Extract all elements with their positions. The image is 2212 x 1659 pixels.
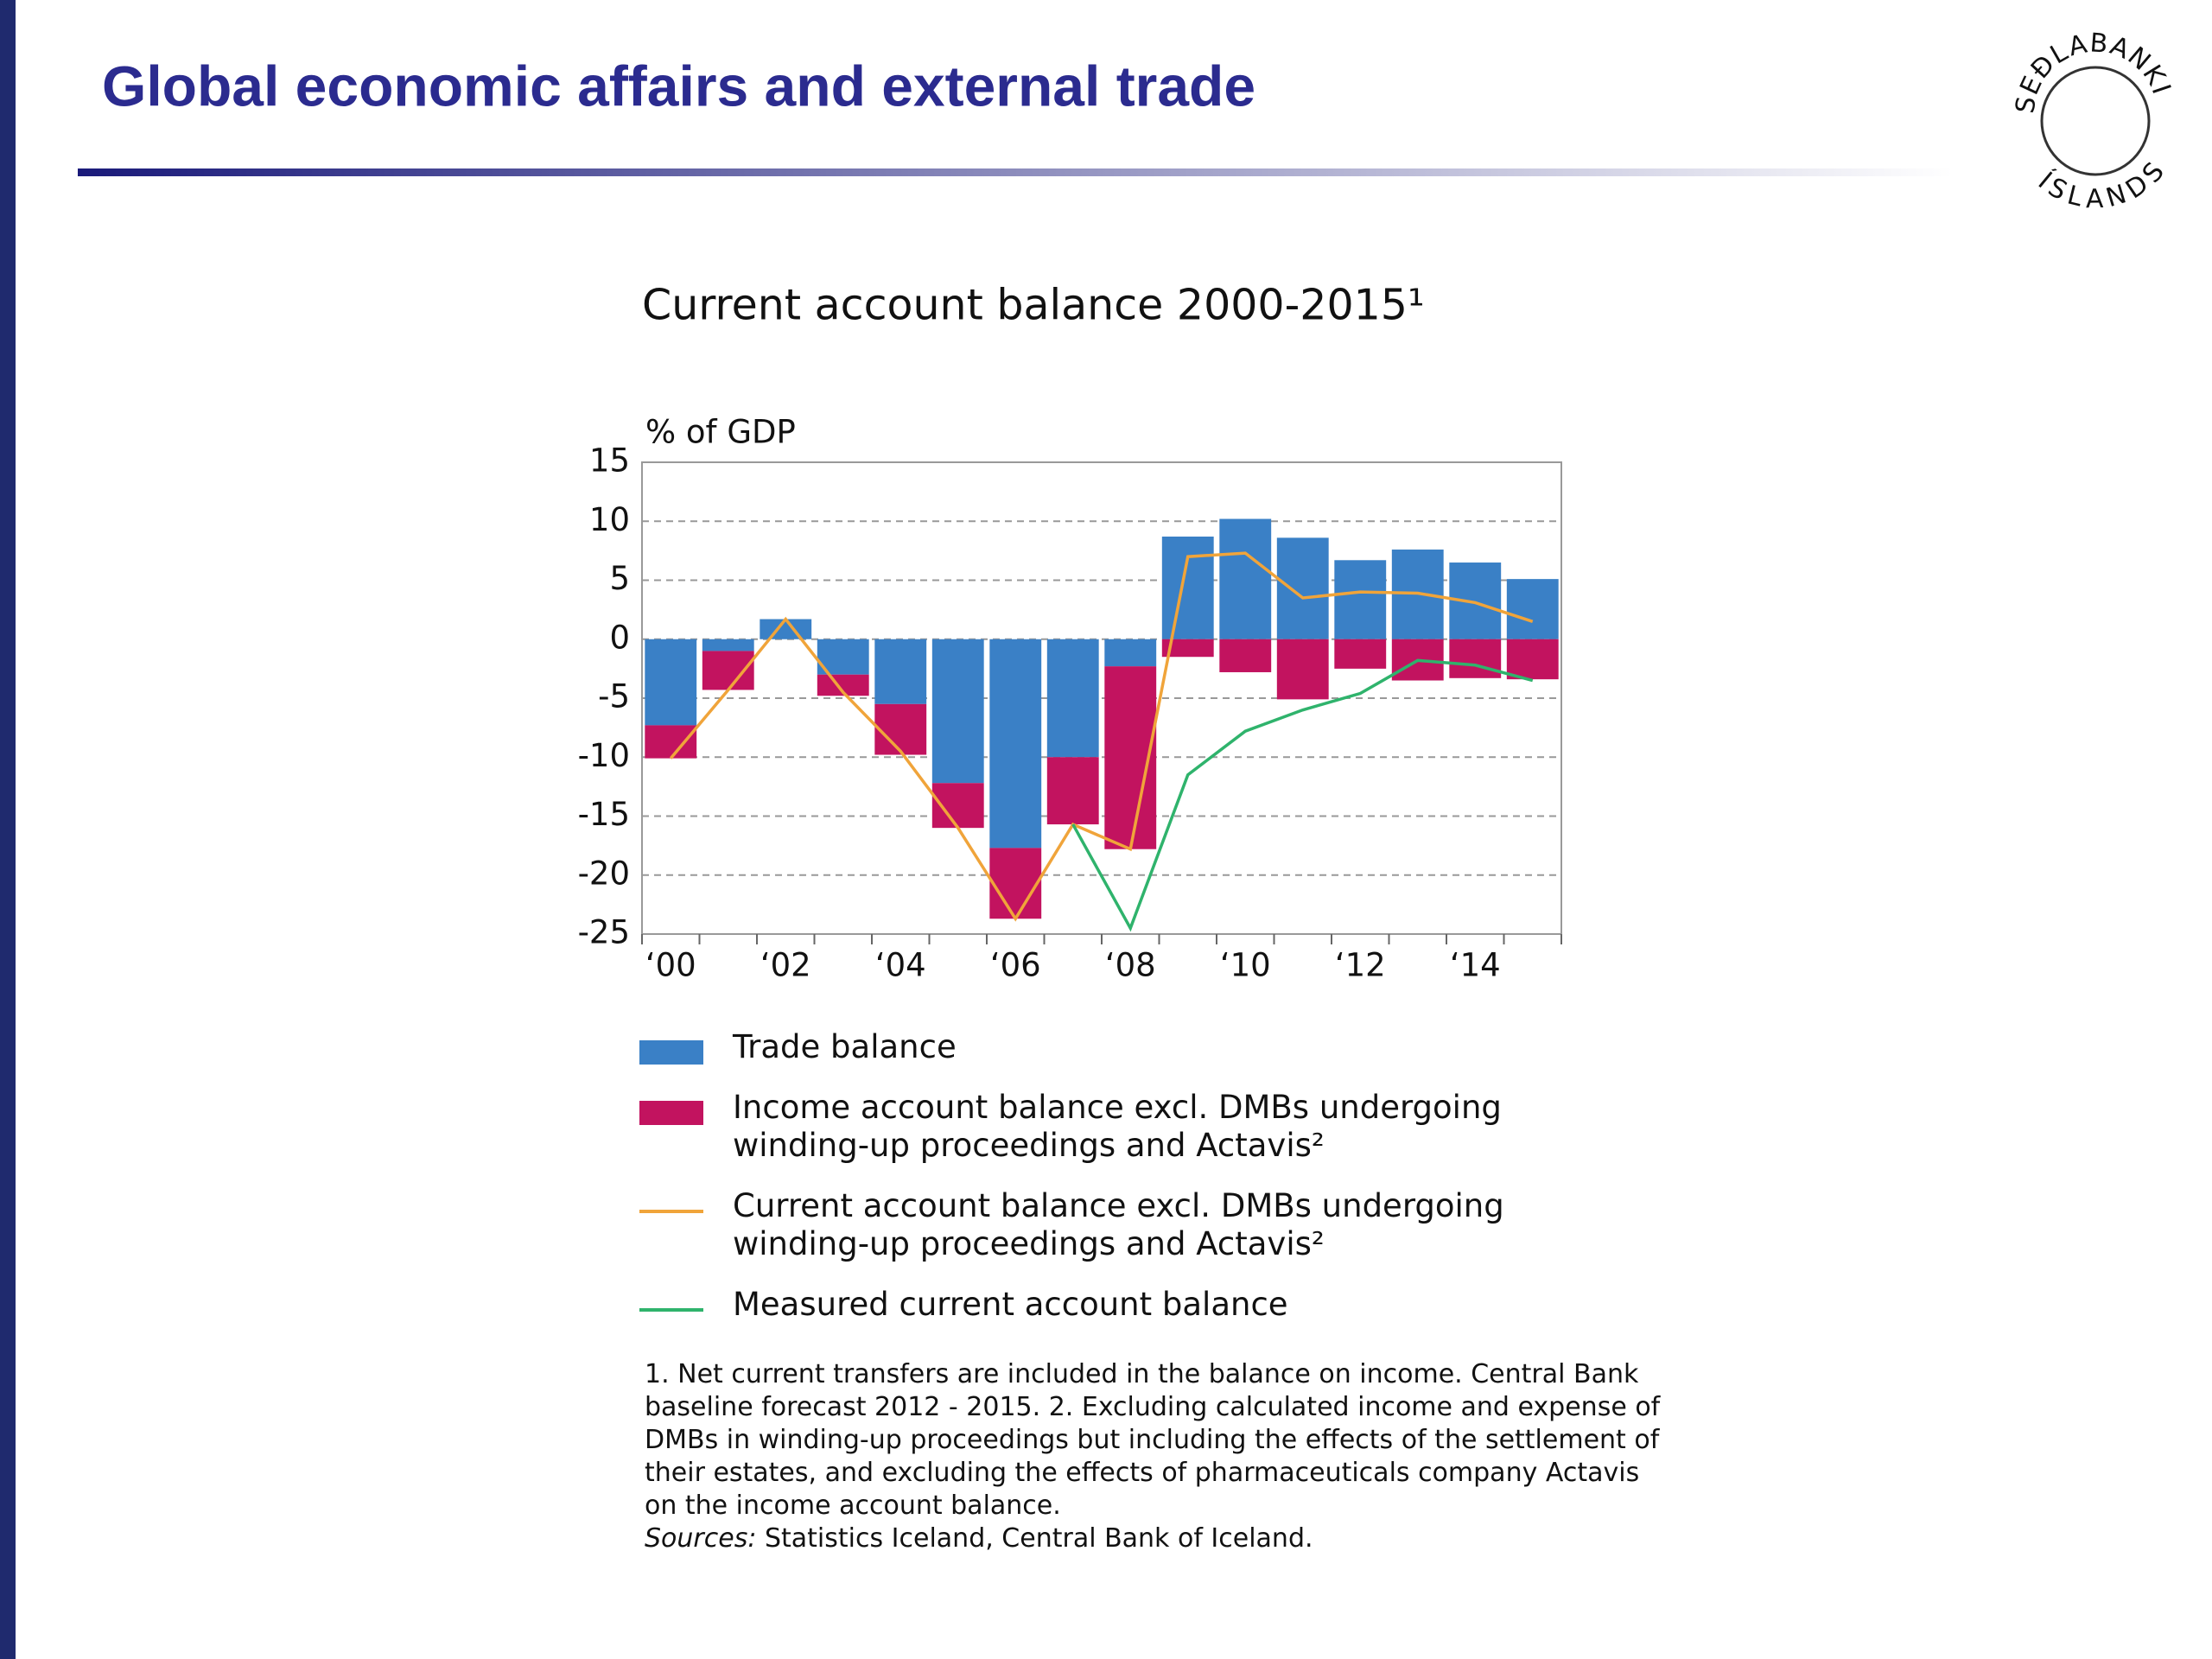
y-axis-label: % of GDP: [645, 414, 796, 451]
sources-text: Statistics Iceland, Central Bank of Icel…: [764, 1523, 1313, 1554]
bar: [874, 639, 927, 704]
legend-swatch: [639, 1210, 703, 1213]
legend-swatch: [639, 1040, 703, 1065]
footnote-text: 1. Net current transfers are included in…: [645, 1359, 1661, 1521]
bar: [1219, 518, 1272, 639]
legend-item: Income account balance excl. DMBs underg…: [639, 1089, 1528, 1165]
bar: [1506, 639, 1559, 680]
logo: SEÐLABANKI ÍSLANDS: [2010, 28, 2178, 214]
legend-label: Trade balance: [733, 1028, 957, 1065]
bar: [645, 639, 697, 726]
logo-ring: [2040, 66, 2151, 176]
bar: [645, 725, 697, 759]
logo-bottom: ÍSLANDS: [2032, 154, 2169, 214]
y-tick-label: -20: [578, 855, 630, 892]
bar: [702, 651, 754, 690]
logo-top: SEÐLABANKI: [2010, 28, 2175, 115]
x-tick-label: ‘10: [1220, 947, 1271, 984]
bar: [1449, 639, 1502, 678]
y-tick-label: 10: [589, 501, 630, 538]
x-tick-label: ‘08: [1105, 947, 1156, 984]
bar: [1161, 639, 1214, 658]
x-tick-label: ‘14: [1450, 947, 1501, 984]
title-rule: [78, 168, 1953, 176]
y-tick-label: 15: [589, 442, 630, 480]
line: [669, 551, 1534, 922]
bar: [702, 639, 754, 652]
legend-label: Income account balance excl. DMBs underg…: [733, 1089, 1502, 1164]
legend-item: Current account balance excl. DMBs under…: [639, 1187, 1528, 1263]
bar: [931, 639, 984, 784]
bar: [1046, 757, 1099, 825]
sources-label: Sources:: [645, 1523, 757, 1554]
y-tick-label: -10: [578, 737, 630, 774]
y-tick-label: -15: [578, 796, 630, 833]
chart-title: Current account balance 2000-2015¹: [642, 281, 1425, 330]
y-tick-label: 5: [609, 560, 630, 597]
x-tick-label: ‘00: [645, 947, 696, 984]
bar: [1334, 560, 1387, 639]
slide-title: Global economic affairs and external tra…: [102, 54, 1255, 118]
x-tick-label: ‘06: [990, 947, 1041, 984]
bar: [989, 848, 1042, 919]
y-tick-label: 0: [609, 619, 630, 656]
legend-item: Trade balance: [639, 1028, 1528, 1066]
bar: [1334, 639, 1387, 669]
legend-swatch: [639, 1308, 703, 1312]
footnote: 1. Net current transfers are included in…: [645, 1358, 1664, 1555]
bar: [1276, 537, 1329, 639]
bar: [1161, 536, 1214, 639]
legend: Trade balance Income account balance excl…: [639, 1028, 1676, 1346]
sources: Sources: Statistics Iceland, Central Ban…: [645, 1522, 1664, 1555]
bar: [1506, 579, 1559, 639]
bar: [1276, 639, 1329, 700]
logo-text: ÍSLANDS: [2032, 154, 2172, 214]
y-tick-label: -5: [598, 678, 630, 715]
bar: [1219, 639, 1272, 672]
logo-text: SEÐLABANKI: [2010, 28, 2178, 115]
legend-item: Measured current account balance: [639, 1286, 1528, 1324]
line: [1071, 658, 1534, 932]
legend-swatch: [639, 1101, 703, 1125]
bar: [760, 619, 812, 639]
y-tick-label: -25: [578, 914, 630, 951]
legend-label: Current account balance excl. DMBs under…: [733, 1187, 1504, 1262]
bar: [1104, 639, 1157, 667]
bar: [874, 703, 927, 755]
left-border: [0, 0, 16, 1659]
x-tick-label: ‘12: [1335, 947, 1386, 984]
bar: [1046, 639, 1099, 758]
bar: [989, 639, 1042, 849]
x-tick-label: ‘02: [760, 947, 811, 984]
x-tick-label: ‘04: [875, 947, 926, 984]
legend-label: Measured current account balance: [733, 1286, 1288, 1323]
